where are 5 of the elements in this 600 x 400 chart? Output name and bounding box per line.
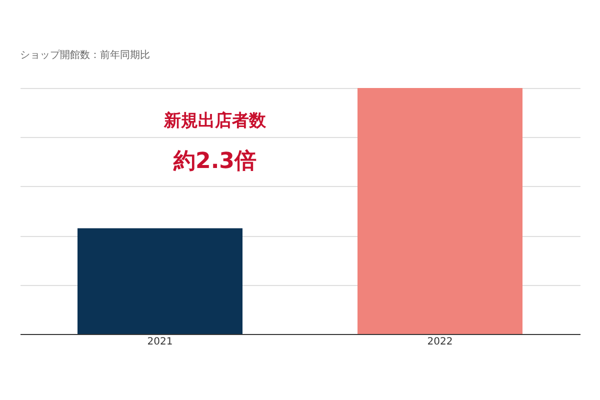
chart-title: ショップ開館数：前年同期比 [20,49,150,61]
annotation: 新規出店者数 [163,111,267,131]
x-tick-label: 2021 [147,336,173,348]
x-tick-label: 2022 [427,336,453,348]
annotation: 約2.3倍 [172,149,256,174]
